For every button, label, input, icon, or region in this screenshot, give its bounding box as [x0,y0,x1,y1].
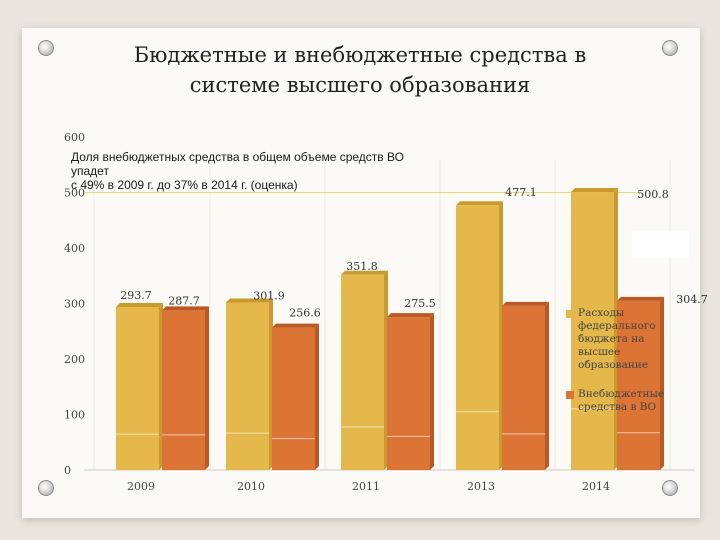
annotation-line-1: Доля внебюджетных средства в общем объем… [71,150,404,164]
x-tick-label-2013: 2013 [467,480,495,493]
data-label-budget-2011: 351.8 [346,260,378,273]
x-tick-label-2011: 2011 [352,480,380,493]
y-tick-label-400: 400 [64,242,85,255]
bar-budget-2009 [116,306,159,470]
data-label-extrabudget-2014: 304.7 [676,293,708,306]
x-tick-label-2014: 2014 [582,480,610,493]
data-label-budget-2010: 301.9 [253,289,285,302]
chart-title-line-2: системе высшего образования [189,73,531,97]
chart-title-line-1: Бюджетные и внебюджетные средства в [133,43,587,67]
bar-budget-2011 [341,274,384,470]
data-label-budget-2009: 293.7 [120,289,152,302]
bar-extrabudget-2014 [617,300,660,470]
legend-item-budget: Расходы федерального бюджета на высшее о… [566,307,678,372]
legend-label-budget: Расходы федерального бюджета на высшее о… [578,307,656,371]
bar-top-extrabudget-2014 [617,296,664,301]
bar-side-extrabudget-2009 [205,306,209,470]
bar-top-budget-2013 [456,201,503,206]
y-tick-label-300: 300 [64,298,85,311]
pin-top-right-icon [662,40,678,56]
bar-budget-2013 [456,205,499,470]
bar-extrabudget-2010 [272,327,315,470]
y-tick-label-500: 500 [64,187,85,200]
data-label-extrabudget-2011: 275.5 [404,297,436,310]
y-tick-label-100: 100 [64,409,85,422]
legend-label-extrabudget: Внебюджетные средства в ВО [578,388,665,413]
pin-bottom-left-icon [38,480,54,496]
annotation-line-3: с 49% в 2009 г. до 37% в 2014 г. (оценка… [71,178,298,192]
legend-swatch-extrabudget [566,391,574,399]
bar-budget-2010 [226,302,269,470]
annotation-line-2: упадет [71,164,109,178]
annotation-text: Доля внебюджетных средства в общем объем… [71,150,451,192]
bar-side-extrabudget-2014 [660,296,664,470]
bar-side-extrabudget-2013 [545,301,549,470]
pin-top-left-icon [38,40,54,56]
bar-top-budget-2014 [571,188,618,193]
bar-top-extrabudget-2013 [502,301,549,306]
bar-top-extrabudget-2009 [162,306,209,311]
chart-title: Бюджетные и внебюджетные средства в сист… [0,40,720,100]
bar-extrabudget-2011 [387,317,430,470]
y-tick-label-600: 600 [64,131,85,144]
pin-bottom-right-icon [662,480,678,496]
data-label-extrabudget-2009: 287.7 [168,294,200,307]
bar-budget-2014 [571,192,614,470]
data-label-budget-2014: 500.8 [637,188,669,201]
y-tick-label-0: 0 [64,464,71,477]
chart-legend: Расходы федерального бюджета на высшее о… [566,307,678,430]
bar-side-extrabudget-2010 [315,323,319,470]
bar-extrabudget-2009 [162,310,205,470]
label-cover-box [632,231,689,258]
legend-item-extrabudget: Внебюджетные средства в ВО [566,388,678,414]
x-tick-label-2009: 2009 [127,480,155,493]
x-tick-label-2010: 2010 [237,480,265,493]
data-label-budget-2013: 477.1 [505,186,537,199]
bar-top-extrabudget-2011 [387,313,434,318]
bar-top-extrabudget-2010 [272,323,319,328]
bar-top-budget-2011 [341,270,388,275]
bar-extrabudget-2013 [502,305,545,470]
bar-top-budget-2010 [226,298,273,303]
legend-swatch-budget [566,310,574,318]
data-label-extrabudget-2010: 256.6 [289,307,321,320]
y-tick-label-200: 200 [64,353,85,366]
bar-top-budget-2009 [116,302,163,307]
bar-side-extrabudget-2011 [430,313,434,470]
